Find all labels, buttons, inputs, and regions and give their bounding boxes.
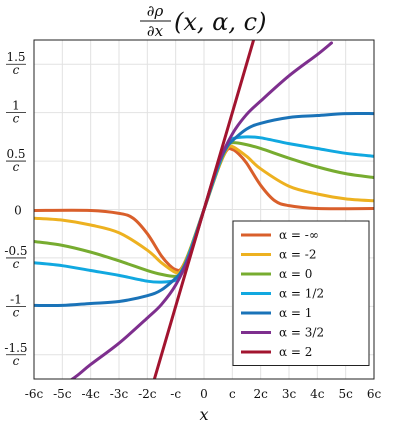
legend-entry-3: α = 1/2 [279, 287, 324, 301]
y-tick-numerator: 1.5 [6, 50, 25, 64]
legend: α = -∞ α = -2 α = 0 α = 1/2 α = 1 α = 3/2 α = … [232, 220, 370, 366]
title-denominator: ∂x [147, 22, 164, 40]
x-tick-label: 2c [253, 387, 268, 401]
y-tick-denominator: c [13, 160, 20, 174]
x-tick-label: -5c [53, 387, 72, 401]
title-arguments: (x, α, c) [174, 8, 266, 36]
x-tick-label: -3c [110, 387, 129, 401]
x-tick-label: 3c [282, 387, 297, 401]
chart-title: ∂ρ ∂x (x, α, c) [140, 2, 266, 40]
y-tick-denominator: c [13, 354, 20, 368]
x-tick-label: c [229, 387, 236, 401]
legend-box [232, 220, 370, 366]
y-tick-denominator: c [13, 63, 20, 77]
x-tick-label: -c [170, 387, 181, 401]
y-tick-label: 1c [6, 99, 26, 126]
x-tick-label: 0 [200, 387, 208, 401]
y-tick-label: -0.5c [4, 244, 27, 271]
y-tick-label: -1.5c [4, 341, 27, 368]
legend-entry-5: α = 3/2 [279, 326, 324, 340]
legend-entry-0: α = -∞ [279, 228, 319, 242]
x-tick-label: -4c [81, 387, 100, 401]
legend-entry-4: α = 1 [279, 306, 312, 320]
series-line-6 [152, 40, 256, 379]
y-tick-numerator: -0.5 [4, 244, 27, 258]
legend-entry-1: α = -2 [279, 248, 316, 262]
y-tick-denominator: c [13, 257, 20, 271]
legend-entry-2: α = 0 [279, 267, 312, 281]
x-tick-label: 5c [338, 387, 353, 401]
y-tick-numerator: 1 [12, 99, 20, 113]
y-tick-numerator: 0.5 [6, 147, 25, 161]
y-tick-label: 0 [14, 204, 22, 218]
y-tick-label: 0.5c [6, 147, 26, 174]
y-tick-denominator: c [13, 305, 20, 319]
y-tick-numerator: -1 [10, 292, 22, 306]
title-numerator: ∂ρ [147, 2, 164, 20]
x-axis-label: x [199, 405, 208, 423]
x-tick-labels: -6c -5c -4c -3c -2c -c 0 c 2c 3c 4c 5c 6c [25, 387, 382, 401]
x-tick-label: -2c [138, 387, 157, 401]
x-tick-label: 6c [367, 387, 382, 401]
x-tick-label: 4c [310, 387, 325, 401]
y-tick-label: 1.5c [6, 50, 26, 77]
x-tick-label: -6c [25, 387, 44, 401]
series-group [34, 40, 374, 379]
legend-entry-6: α = 2 [279, 345, 312, 359]
y-tick-denominator: c [13, 112, 20, 126]
y-tick-label: -1c [6, 292, 26, 319]
plot-frame [33, 39, 375, 380]
y-tick-numerator: -1.5 [4, 341, 27, 355]
